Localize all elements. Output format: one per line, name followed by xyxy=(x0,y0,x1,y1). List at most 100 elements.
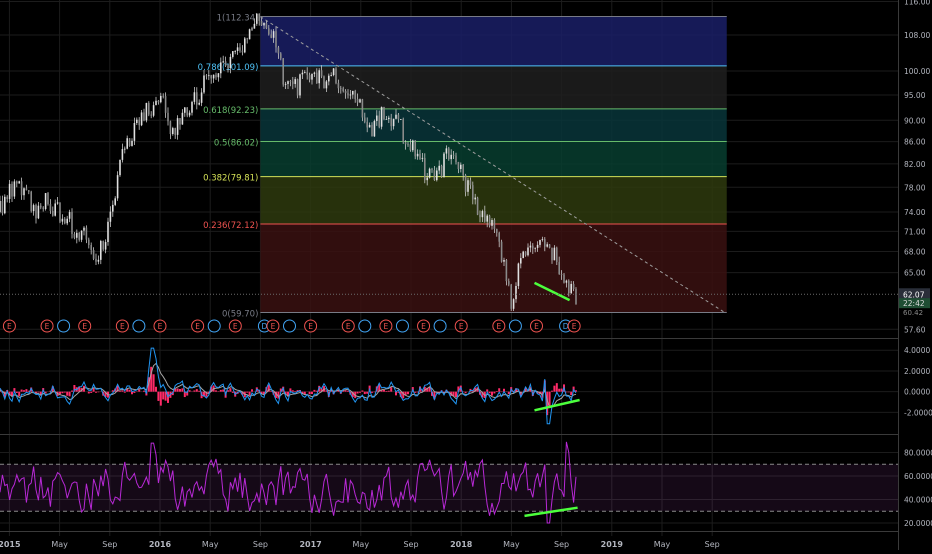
price-candle-body xyxy=(141,112,143,125)
macd-histogram-bar xyxy=(383,390,385,392)
price-candle-body xyxy=(218,73,220,77)
macd-histogram-bar xyxy=(160,392,162,406)
price-candle-body xyxy=(566,281,568,283)
price-candle-body xyxy=(381,107,383,127)
dividend-marker[interactable] xyxy=(284,320,296,332)
macd-histogram-bar xyxy=(294,391,296,392)
price-candle-body xyxy=(434,170,436,180)
macd-histogram-bar xyxy=(390,387,392,391)
price-candle-body xyxy=(182,113,184,125)
price-candle-body xyxy=(126,138,128,148)
dividend-marker[interactable] xyxy=(133,320,145,332)
macd-histogram-bar xyxy=(61,392,63,394)
time-axis-tick: Sep xyxy=(403,540,418,549)
price-candle-body xyxy=(484,211,486,222)
price-candle-body xyxy=(328,76,330,82)
price-candle-body xyxy=(148,103,150,115)
price-candle-body xyxy=(342,88,344,91)
price-candle-body xyxy=(35,205,37,218)
price-candle-body xyxy=(402,119,404,142)
price-candle-body xyxy=(321,70,323,76)
price-candle-body xyxy=(530,246,532,248)
price-candle-body xyxy=(57,202,59,203)
macd-histogram-bar xyxy=(153,374,155,391)
price-candle-body xyxy=(292,81,294,84)
price-candle-body xyxy=(83,228,85,231)
macd-histogram-bar xyxy=(97,392,99,393)
dividend-marker[interactable] xyxy=(509,320,521,332)
price-candle-body xyxy=(275,31,277,47)
price-candle-body xyxy=(160,96,162,102)
price-candle-body xyxy=(78,233,80,240)
macd-histogram-bar xyxy=(553,386,555,392)
price-candle-body xyxy=(479,215,481,217)
fib-level-label: 0.382(79.81) xyxy=(203,174,258,184)
macd-axis-tick: -2.0000 xyxy=(904,408,932,417)
rsi-axis-tick: 20.0000 xyxy=(904,519,932,528)
fib-zone xyxy=(260,177,726,224)
macd-histogram-bar xyxy=(193,390,195,391)
macd-histogram-bar xyxy=(251,389,253,391)
dividend-marker[interactable] xyxy=(58,320,70,332)
macd-histogram-bar xyxy=(373,392,375,393)
price-candle-body xyxy=(266,23,268,28)
macd-histogram-bar xyxy=(229,388,231,392)
macd-histogram-bar xyxy=(309,392,311,395)
price-candle-body xyxy=(273,31,275,38)
price-axis-tick: 65.00 xyxy=(904,269,926,278)
price-candle-body xyxy=(527,248,529,256)
price-candle-body xyxy=(287,81,289,84)
price-candle-body xyxy=(340,88,342,89)
price-candle-body xyxy=(0,201,1,212)
macd-histogram-bar xyxy=(489,392,491,394)
fib-level-label: 1(112.34) xyxy=(217,14,259,24)
price-candle-body xyxy=(366,122,368,128)
macd-histogram-bar xyxy=(496,391,498,392)
price-candle-body xyxy=(482,211,484,217)
price-candle-body xyxy=(563,275,565,283)
price-candle-body xyxy=(234,51,236,52)
price-candle-body xyxy=(230,57,232,68)
macd-histogram-bar xyxy=(246,392,248,393)
price-candle-body xyxy=(194,92,196,102)
fib-level-label: 0(59.70) xyxy=(222,310,258,320)
price-candle-body xyxy=(254,24,256,29)
time-axis-tick: Sep xyxy=(705,540,720,549)
macd-divergence-line[interactable] xyxy=(535,400,580,410)
dividend-marker[interactable] xyxy=(434,320,446,332)
price-candle-body xyxy=(378,116,380,127)
dividend-marker[interactable] xyxy=(208,320,220,332)
price-candle-body xyxy=(477,198,479,215)
macd-histogram-bar xyxy=(570,392,572,395)
fib-level-label: 0.618(92.23) xyxy=(203,106,258,116)
macd-histogram-bar xyxy=(133,392,135,393)
price-axis-tick: 68.00 xyxy=(904,248,926,257)
macd-histogram-bar xyxy=(556,383,558,392)
marker-label: E xyxy=(120,322,125,331)
price-candle-body xyxy=(410,144,412,150)
macd-axis-tick: 0.0000 xyxy=(904,388,930,397)
price-candle-body xyxy=(376,116,378,121)
macd-histogram-bar xyxy=(345,390,347,391)
macd-histogram-bar xyxy=(23,390,25,391)
price-candle-body xyxy=(374,121,376,136)
price-candle-body xyxy=(309,75,311,80)
dividend-marker[interactable] xyxy=(396,320,408,332)
marker-label: E xyxy=(534,322,539,331)
price-candle-body xyxy=(429,169,431,178)
macd-histogram-bar xyxy=(16,392,18,393)
price-candle-body xyxy=(302,73,304,75)
macd-histogram-bar xyxy=(157,392,159,401)
price-candle-body xyxy=(263,23,265,26)
price-candle-body xyxy=(357,99,359,103)
marker-label: E xyxy=(271,322,276,331)
price-candle-body xyxy=(494,220,496,229)
macd-histogram-bar xyxy=(357,392,359,394)
price-candle-body xyxy=(155,101,157,105)
price-candle-body xyxy=(446,148,448,153)
dividend-marker[interactable] xyxy=(359,320,371,332)
price-candle-body xyxy=(98,260,100,262)
price-candle-body xyxy=(90,245,92,250)
